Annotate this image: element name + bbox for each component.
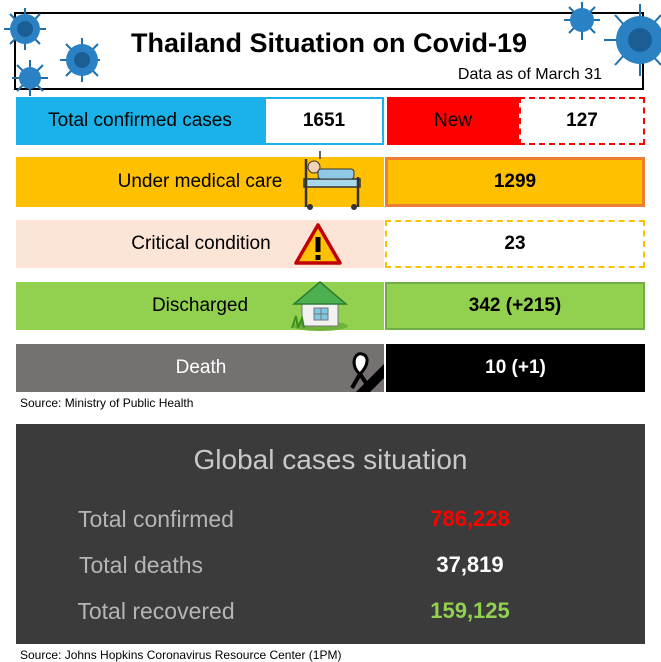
death-value: 10 (+1) (386, 344, 645, 392)
under-care-label-box: Under medical care (16, 151, 384, 210)
global-confirmed-label: Total confirmed (78, 506, 234, 532)
total-confirmed-value: 1651 (264, 97, 384, 145)
new-cases-label: New (387, 97, 519, 145)
house-icon (291, 281, 349, 331)
death-label-box: Death (16, 344, 384, 392)
global-confirmed-value: 786,228 (430, 506, 510, 531)
virus-icon (12, 60, 48, 96)
global-title: Global cases situation (193, 444, 468, 475)
virus-icon (4, 8, 100, 82)
critical-label: Critical condition (131, 233, 271, 254)
death-label: Death (175, 357, 227, 378)
discharged-label: Discharged (151, 295, 249, 316)
hospital-bed-icon (303, 151, 361, 210)
discharged-value: 342 (+215) (385, 282, 645, 330)
source-jhu: Source: Johns Hopkins Coronavirus Resour… (20, 648, 342, 662)
global-deaths-label: Total deaths (78, 552, 204, 578)
virus-icon (564, 2, 661, 76)
under-care-label: Under medical care (117, 171, 283, 192)
new-cases-value: 127 (519, 97, 645, 145)
total-confirmed-label: Total confirmed cases (16, 97, 264, 145)
page-title: Thailand Situation on Covid-19 (130, 28, 527, 58)
critical-label-box: Critical condition (16, 220, 384, 268)
global-recovered-label: Total recovered (77, 598, 235, 624)
global-recovered-value: 159,125 (430, 598, 510, 623)
data-date: Data as of March 31 (457, 66, 602, 83)
warning-icon (294, 223, 342, 265)
global-panel: Global cases situation Total confirmed 7… (16, 424, 645, 644)
under-care-value: 1299 (385, 157, 645, 207)
title-box: Thailand Situation on Covid-19 Data as o… (14, 12, 644, 90)
global-deaths-value: 37,819 (436, 552, 504, 577)
critical-value: 23 (385, 220, 645, 268)
discharged-label-box: Discharged (16, 281, 384, 331)
source-moph: Source: Ministry of Public Health (20, 396, 194, 410)
mourning-ribbon-icon (350, 352, 384, 392)
